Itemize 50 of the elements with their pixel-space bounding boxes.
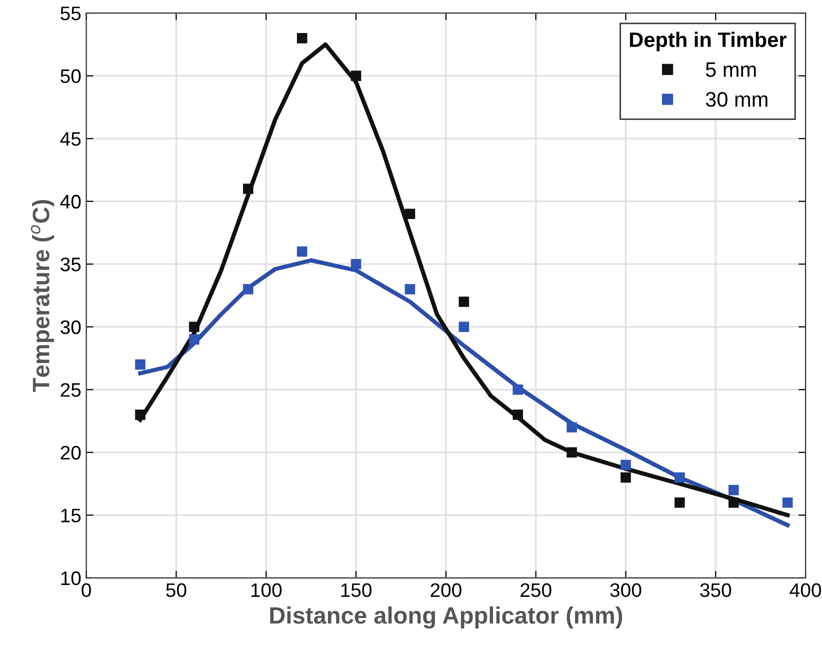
y-axis-title: Temperature ($^{o}$C): [30, 200, 54, 392]
y-tick-label: 35: [60, 258, 81, 272]
point: [242, 184, 254, 194]
legend-title: Depth in Timber: [630, 32, 787, 52]
point: [458, 322, 470, 332]
y-tick-label: 15: [61, 508, 81, 522]
y-tick-label: 50: [60, 69, 81, 84]
y-tick-label: 45: [60, 132, 81, 146]
point: [296, 246, 308, 257]
y-tick-label: 30: [60, 320, 81, 334]
point: [404, 284, 416, 294]
y-tick-label: 40: [60, 194, 81, 209]
x-tick-label: 100: [251, 583, 282, 598]
point: [728, 497, 739, 508]
x-tick-label: 50: [166, 583, 186, 598]
x-tick-label: 300: [610, 583, 642, 598]
point: [350, 70, 362, 81]
point: [620, 472, 631, 483]
point: [566, 422, 577, 432]
y-tick-label: 10: [61, 571, 81, 586]
point: [512, 384, 524, 395]
point: [350, 258, 362, 270]
point: [728, 484, 739, 496]
legend-label: 30 mm: [706, 92, 768, 107]
point: [458, 296, 470, 307]
legend-label: 5 mm: [706, 62, 756, 77]
point: [189, 334, 200, 345]
x-tick-label: 150: [341, 583, 372, 598]
point: [404, 208, 416, 220]
x-tick-label: 250: [520, 583, 552, 598]
point: [512, 410, 524, 420]
x-tick-label: 350: [700, 583, 732, 598]
point: [782, 497, 793, 508]
x-tick-label: 0: [82, 583, 91, 598]
point: [566, 447, 577, 458]
x-tick-label: 400: [790, 583, 822, 598]
y-tick-label: 55: [60, 6, 81, 20]
point: [674, 472, 685, 483]
x-axis-title: Distance along Applicator (mm): [270, 606, 622, 629]
point: [135, 359, 146, 370]
point: [242, 284, 254, 294]
point: [674, 497, 685, 508]
point: [189, 322, 200, 332]
x-tick-label: 200: [430, 583, 462, 598]
point: [620, 460, 631, 470]
line-series: [138, 258, 790, 528]
y-tick-label: 25: [60, 383, 81, 397]
point: [296, 33, 308, 44]
y-tick-label: 20: [60, 446, 81, 460]
point: [135, 410, 146, 420]
